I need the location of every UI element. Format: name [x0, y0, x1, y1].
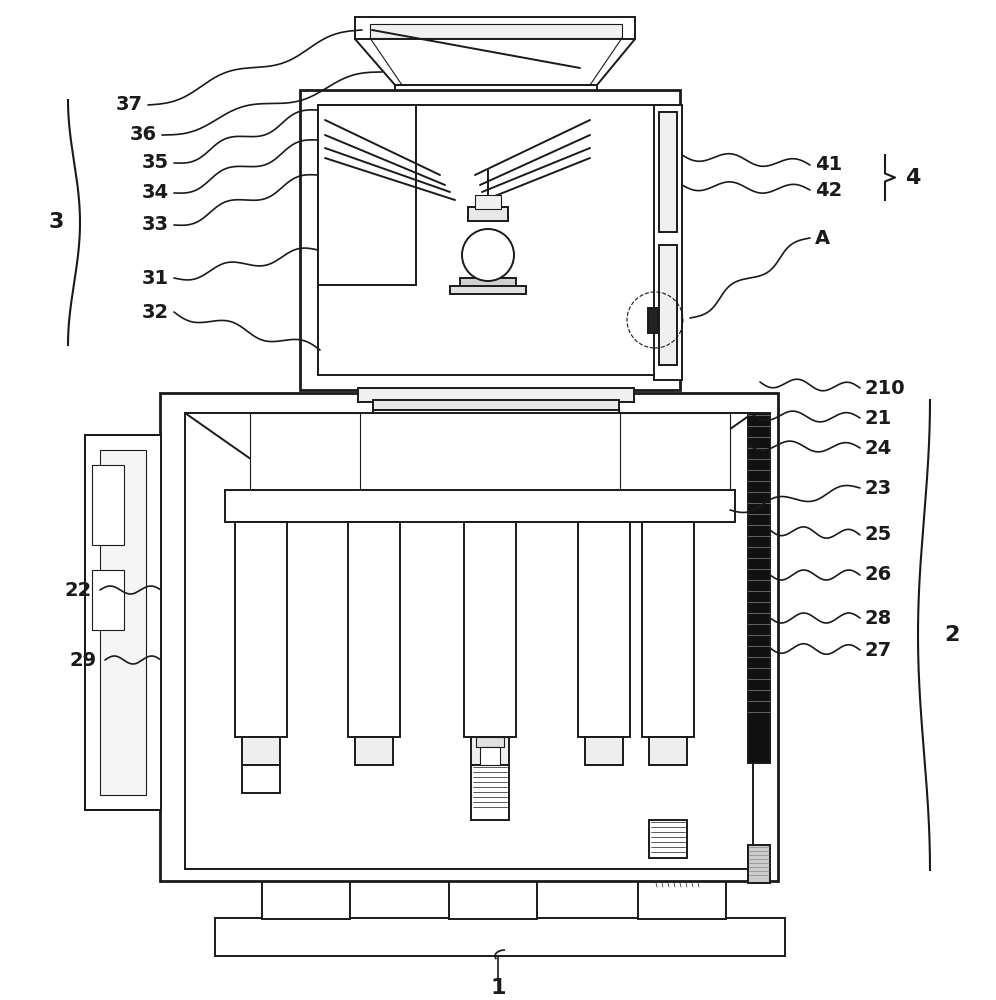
Bar: [278, 858, 334, 876]
Bar: [638, 875, 726, 919]
Text: 210: 210: [865, 378, 905, 397]
Bar: [185, 413, 753, 869]
Bar: [649, 820, 687, 858]
Bar: [578, 522, 630, 737]
Text: 24: 24: [865, 438, 892, 458]
Text: 37: 37: [116, 96, 143, 114]
Bar: [242, 737, 280, 765]
Bar: [659, 112, 677, 232]
Text: 27: 27: [865, 641, 892, 660]
Text: 23: 23: [865, 479, 892, 497]
Bar: [318, 105, 416, 285]
Text: 35: 35: [141, 153, 169, 172]
Bar: [250, 413, 360, 491]
Bar: [395, 85, 597, 107]
Bar: [476, 737, 504, 747]
Text: 1: 1: [490, 978, 506, 998]
Bar: [92, 465, 124, 545]
Bar: [460, 278, 516, 288]
Text: 34: 34: [141, 184, 169, 202]
Bar: [215, 918, 785, 956]
Bar: [235, 522, 287, 737]
Bar: [748, 845, 770, 883]
Bar: [471, 737, 509, 765]
Bar: [370, 24, 622, 38]
Bar: [471, 765, 509, 820]
Bar: [659, 245, 677, 365]
Bar: [373, 400, 619, 410]
Bar: [450, 286, 526, 294]
Text: 25: 25: [865, 526, 892, 544]
Bar: [475, 195, 501, 209]
Bar: [654, 858, 710, 876]
Bar: [160, 393, 778, 881]
Bar: [225, 490, 735, 522]
Bar: [649, 737, 687, 765]
Text: 4: 4: [905, 167, 920, 188]
Bar: [100, 450, 146, 795]
Bar: [464, 522, 516, 737]
Text: 33: 33: [142, 216, 169, 234]
Bar: [748, 413, 770, 763]
Text: 36: 36: [129, 125, 157, 144]
Bar: [262, 875, 350, 919]
Bar: [355, 17, 635, 39]
Bar: [449, 875, 537, 919]
Text: 2: 2: [944, 625, 959, 645]
Bar: [620, 413, 730, 491]
Bar: [585, 737, 623, 765]
Text: 3: 3: [49, 213, 64, 232]
Text: 41: 41: [815, 155, 843, 174]
Text: 31: 31: [141, 268, 169, 288]
Bar: [92, 570, 124, 630]
Bar: [348, 522, 400, 737]
Bar: [648, 308, 658, 333]
Text: 22: 22: [65, 580, 92, 599]
Bar: [358, 388, 634, 402]
Text: A: A: [815, 229, 830, 247]
Text: 29: 29: [70, 650, 97, 670]
Text: 32: 32: [141, 302, 169, 322]
Bar: [85, 435, 161, 810]
Text: 28: 28: [865, 608, 892, 628]
Bar: [465, 858, 521, 876]
Bar: [480, 747, 500, 765]
Text: 21: 21: [865, 408, 892, 428]
Bar: [654, 105, 682, 380]
Bar: [355, 737, 393, 765]
Text: 26: 26: [865, 566, 892, 584]
Circle shape: [462, 229, 514, 281]
Text: 42: 42: [815, 180, 843, 200]
Bar: [468, 207, 508, 221]
Bar: [242, 765, 280, 793]
Bar: [642, 522, 694, 737]
Bar: [318, 105, 662, 375]
Bar: [300, 90, 680, 390]
